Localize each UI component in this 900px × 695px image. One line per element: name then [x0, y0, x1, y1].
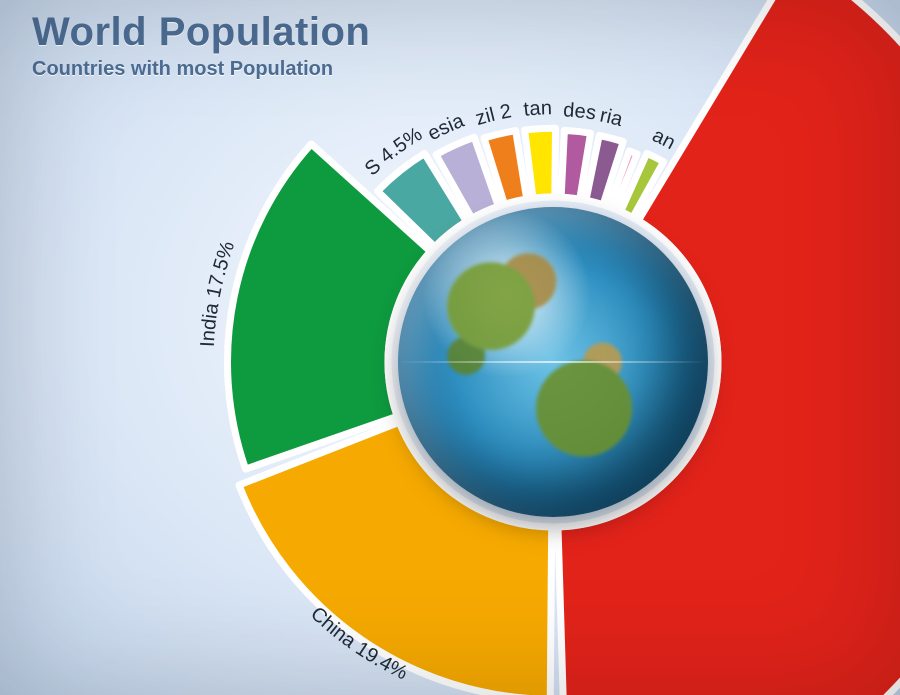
chart-stage: World Population Countries with most Pop…: [0, 0, 900, 695]
globe-illustration: [398, 207, 708, 517]
page-subtitle: Countries with most Population: [32, 58, 333, 81]
segment-label-9: Russian Federation 1.2%: [0, 0, 9, 5]
page-title: World Population: [32, 10, 370, 55]
segment-6: [525, 128, 556, 198]
